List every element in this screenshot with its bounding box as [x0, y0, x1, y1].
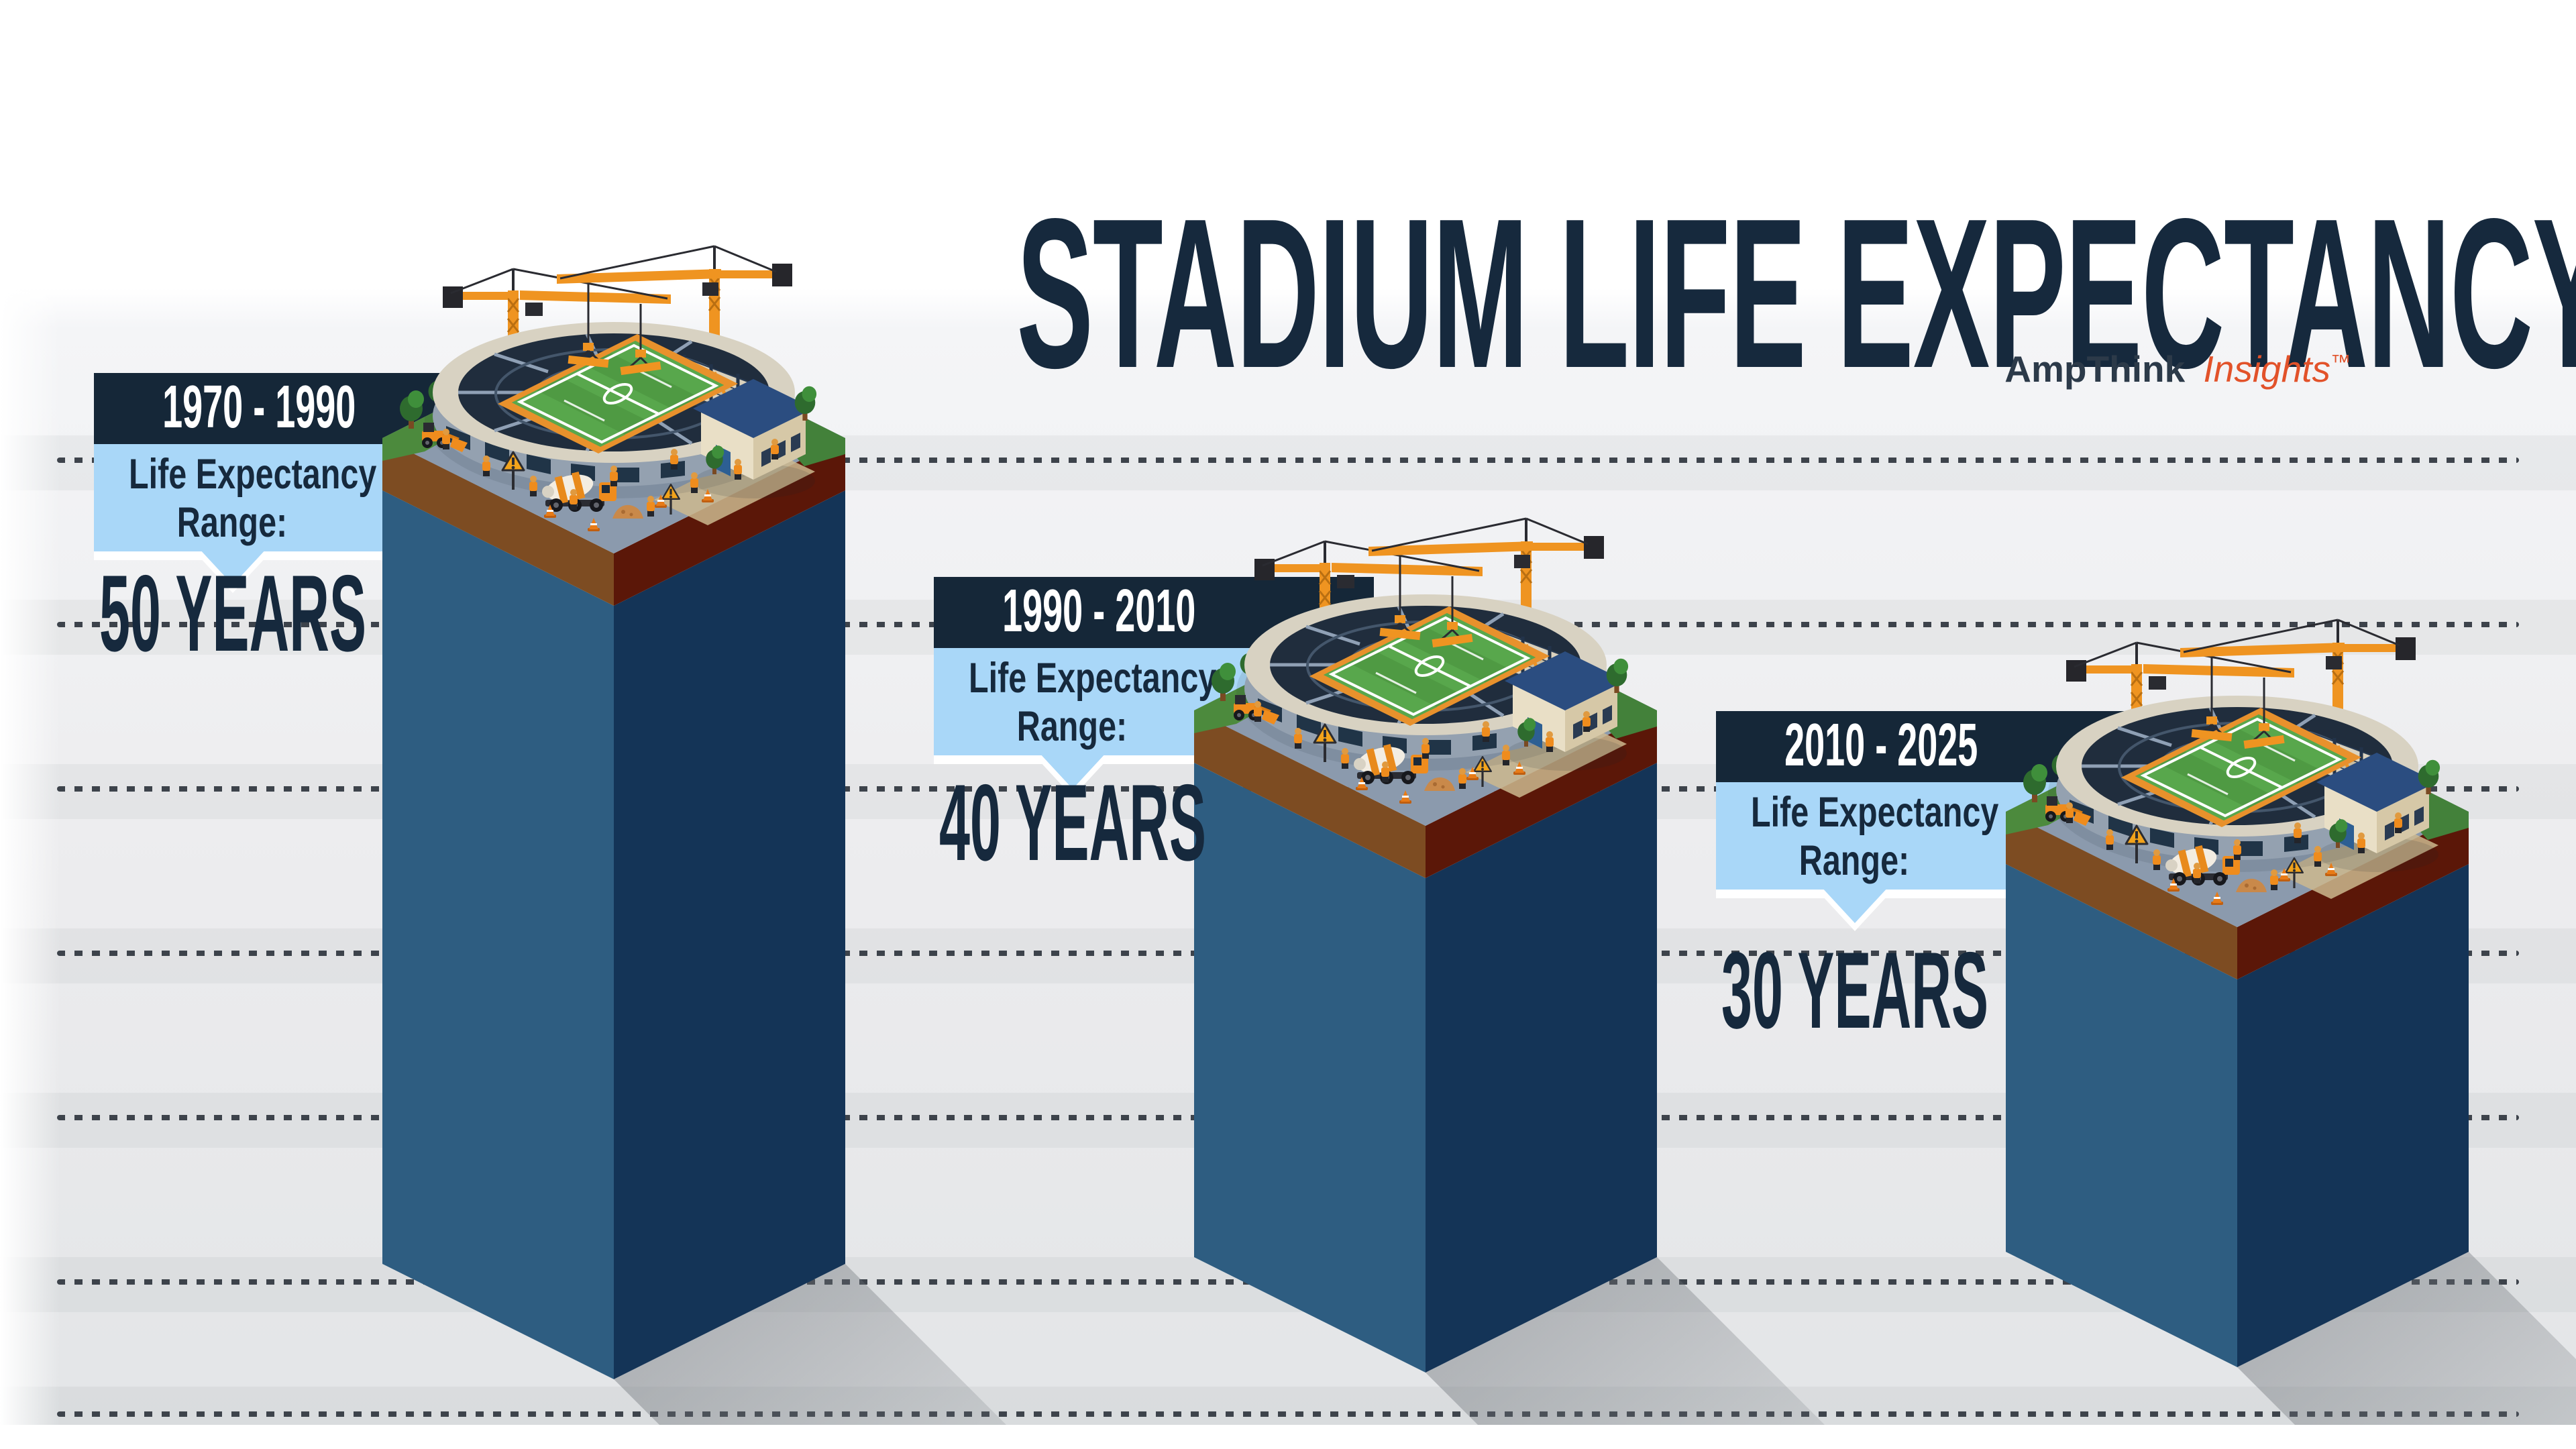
value-label-30-years: 30 YEARS [1721, 930, 1989, 1051]
range-line1: Life Expectancy [969, 655, 1217, 702]
column-shadow [614, 1264, 1006, 1425]
range-line2: Range: [1016, 702, 1128, 750]
footer-strip [0, 1425, 2576, 1449]
grid-band [0, 1387, 2576, 1425]
grid-dotted-line [57, 1411, 2519, 1417]
column-1990-2010 [1194, 519, 1825, 1425]
column-left-face [1194, 763, 1426, 1373]
period-text: 2010 - 2025 [1784, 712, 1978, 779]
range-line2: Range: [176, 498, 288, 546]
bubble-tail [1821, 887, 1888, 923]
period-header: 1990 - 2010 [934, 577, 1374, 648]
background-left-fade [0, 288, 60, 1425]
column-shadow [2237, 1252, 2576, 1425]
brand-product: Insights [2203, 348, 2330, 390]
bubble-tail [199, 549, 266, 585]
grid-dotted-line [57, 458, 2519, 463]
value-label-50-years: 50 YEARS [99, 553, 367, 674]
value-label-40-years: 40 YEARS [939, 762, 1207, 883]
trademark-symbol: ™ [2330, 351, 2351, 374]
brand-name: AmpThink [2004, 348, 2186, 390]
range-line1: Life Expectancy [1751, 789, 1999, 836]
column-left-face [2006, 864, 2237, 1367]
column-right-face [614, 490, 845, 1379]
column-right-face [2237, 864, 2469, 1367]
page-title: STADIUM LIFE EXPECTANCY IS DECLINING [1016, 174, 2576, 413]
column-2010-2025 [2006, 620, 2576, 1425]
period-text: 1970 - 1990 [162, 374, 356, 441]
range-line2: Range: [1799, 837, 1910, 884]
period-text: 1990 - 2010 [1002, 578, 1196, 645]
column-right-face [1426, 763, 1657, 1373]
brand-logo: AmpThink Insights™ [2004, 347, 2351, 390]
bubble-tail [1039, 753, 1106, 789]
column-left-face [382, 490, 614, 1379]
range-line1: Life Expectancy [129, 451, 377, 498]
column-shadow [1426, 1257, 1825, 1425]
column-1970-1990 [382, 246, 1006, 1425]
